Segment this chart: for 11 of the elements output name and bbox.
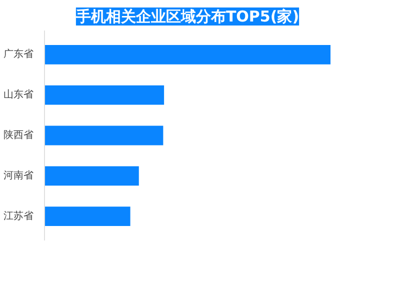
bar (44, 166, 139, 186)
y-tick-label: 山东省 (4, 88, 34, 101)
y-tick-label: 广东省 (4, 48, 34, 60)
y-tick-label: 陕西省 (4, 129, 34, 141)
chart-title: 手机相关企业区域分布TOP5(家) (74, 8, 300, 26)
bar (44, 206, 130, 226)
bar (44, 45, 330, 64)
bar (44, 85, 164, 105)
y-tick-label: 江苏省 (4, 210, 34, 222)
bar (44, 126, 164, 146)
y-tick-label: 河南省 (4, 169, 34, 182)
